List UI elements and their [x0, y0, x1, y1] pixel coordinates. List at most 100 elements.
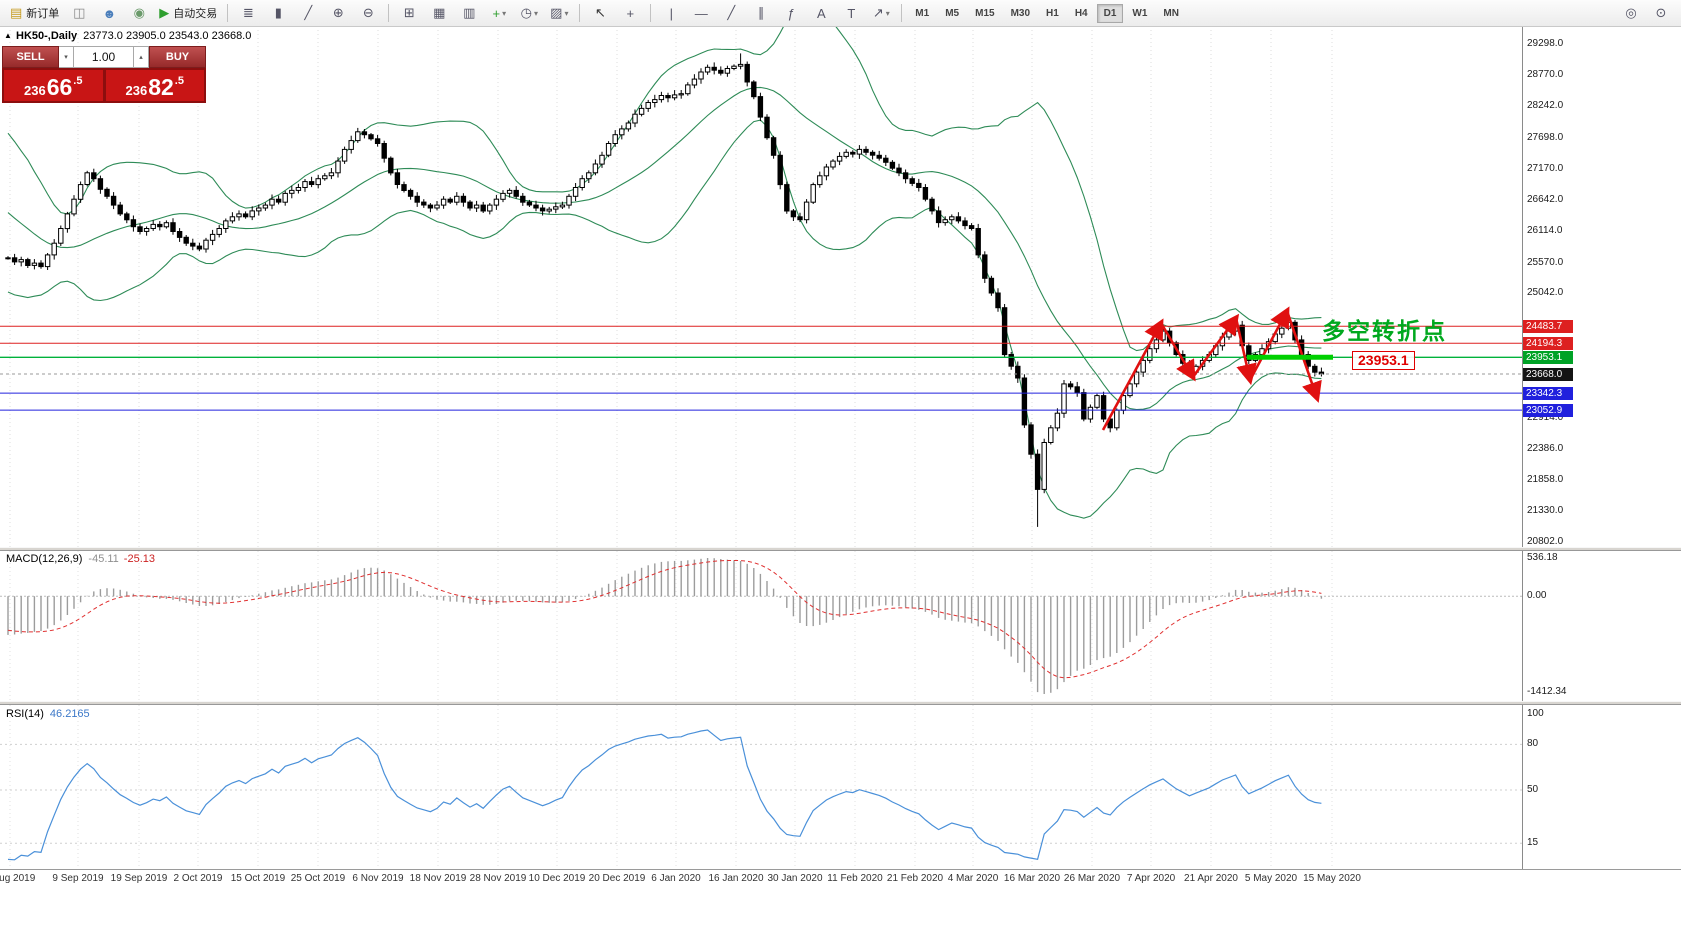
charts-button[interactable]: ◫: [65, 2, 93, 25]
add-indicator-icon: +: [492, 5, 501, 21]
panel-splitter[interactable]: [0, 701, 1681, 705]
channel-icon: ∥: [758, 5, 765, 20]
text-icon: A: [816, 5, 826, 21]
price-axis-label: 20802.0: [1527, 536, 1564, 547]
toolbar-separator: [388, 4, 390, 22]
community-button[interactable]: ◎: [1617, 2, 1645, 25]
profile-icon: ☻: [102, 5, 117, 21]
timeframe-h4-button[interactable]: H4: [1074, 7, 1088, 19]
price-axis-line: [1522, 27, 1523, 870]
period-icon: ◷: [520, 5, 532, 20]
arrows-icon: ↗: [872, 5, 884, 20]
new-order-button[interactable]: ▤ 新订单: [6, 2, 63, 25]
trendline-button[interactable]: ╱: [717, 2, 745, 25]
date-label: 11 Feb 2020: [827, 873, 883, 884]
zoom-out-button[interactable]: ⊖: [354, 2, 382, 25]
price-axis-label: 28770.0: [1527, 69, 1564, 80]
toolbar-separator: [227, 4, 229, 22]
price-tag: 24194.3: [1523, 337, 1573, 350]
date-label: 20 Dec 2019: [588, 873, 646, 884]
macd-canvas[interactable]: [0, 551, 1522, 701]
timeframe-m15-button[interactable]: M15: [975, 7, 995, 19]
price-tag: 23668.0: [1523, 368, 1573, 381]
rsi-axis-label: 15: [1527, 837, 1539, 848]
cascade-windows-icon: ▦: [433, 5, 446, 20]
price-axis-label: 22914.0: [1527, 412, 1564, 423]
price-tag: 24483.7: [1523, 320, 1573, 333]
date-label: 8 Aug 2019: [0, 873, 36, 884]
period-button[interactable]: ◷ ▾: [515, 2, 543, 25]
turning-point-annotation[interactable]: 多空转折点: [1322, 318, 1447, 344]
price-tag: 23342.3: [1523, 387, 1573, 400]
timeframe-w1-button[interactable]: W1: [1132, 7, 1148, 19]
new-order-button-label: 新订单: [26, 8, 60, 20]
price-axis-label: 28242.0: [1527, 100, 1564, 111]
label-button[interactable]: T: [837, 2, 865, 25]
price-axis-label: 22386.0: [1527, 443, 1564, 454]
profile-button[interactable]: ☻: [95, 2, 123, 25]
candlestick-type-button[interactable]: ▮: [264, 2, 292, 25]
community-icon: ◎: [1625, 5, 1637, 20]
buy-button[interactable]: BUY: [149, 46, 206, 68]
crosshair-button[interactable]: +: [616, 2, 644, 25]
cascade-windows-button[interactable]: ▦: [425, 2, 453, 25]
rsi-axis-label: 50: [1527, 784, 1539, 795]
cursor-button[interactable]: ↖: [586, 2, 614, 25]
buy-price-display[interactable]: 236 82.5: [105, 70, 204, 101]
rsi-axis-label: 100: [1527, 708, 1544, 719]
template-button[interactable]: ▨ ▾: [545, 2, 573, 25]
toolbar-separator: [901, 4, 903, 22]
horizontal-line-button[interactable]: —: [687, 2, 715, 25]
zigzag-arrow-annotation[interactable]: [1101, 306, 1322, 431]
charts-icon: ◫: [73, 5, 86, 20]
trade-panel-collapse-icon[interactable]: ▲: [4, 31, 12, 40]
auto-trading-icon: ▶: [159, 5, 170, 20]
channel-button[interactable]: ∥: [747, 2, 775, 25]
volume-increase-button[interactable]: ▴: [134, 46, 149, 68]
arrows-button[interactable]: ↗ ▾: [867, 2, 895, 25]
vertical-line-icon: |: [669, 5, 673, 21]
timeframe-d1-button[interactable]: D1: [1096, 3, 1124, 23]
vertical-line-button[interactable]: |: [657, 2, 685, 25]
sell-price-display[interactable]: 236 66.5: [4, 70, 103, 101]
timeframe-m30-button[interactable]: M30: [1010, 7, 1031, 19]
bar-chart-type-button[interactable]: ≣: [234, 2, 262, 25]
refresh-button[interactable]: ◉: [125, 2, 153, 25]
horizontal-line-icon: —: [694, 5, 708, 21]
volume-input[interactable]: 1.00: [74, 46, 134, 68]
add-indicator-button[interactable]: + ▾: [485, 2, 513, 25]
rsi-canvas[interactable]: [0, 705, 1522, 869]
date-label: 6 Jan 2020: [651, 873, 701, 884]
auto-trading-button[interactable]: ▶ 自动交易: [155, 2, 221, 25]
chart-ohlc-readout: 23773.0 23905.0 23543.0 23668.0: [83, 30, 252, 42]
zoom-in-button[interactable]: ⊕: [324, 2, 352, 25]
timeframe-m5-button[interactable]: M5: [945, 7, 960, 19]
search-button[interactable]: ⊙: [1647, 2, 1675, 25]
arrange-windows-button[interactable]: ▥: [455, 2, 483, 25]
macd-signal-line: [7, 560, 1322, 679]
macd-main-value: -45.11: [88, 553, 119, 565]
line-chart-type-button[interactable]: ╱: [294, 2, 322, 25]
macd-axis-label: -1412.34: [1527, 686, 1567, 697]
date-label: 19 Sep 2019: [110, 873, 168, 884]
sell-button[interactable]: SELL: [2, 46, 59, 68]
tile-windows-button[interactable]: ⊞: [395, 2, 423, 25]
timeframe-h1-button[interactable]: H1: [1046, 7, 1059, 19]
volume-decrease-button[interactable]: ▾: [59, 46, 74, 68]
price-chart-canvas[interactable]: [0, 27, 1522, 547]
tile-windows-icon: ⊞: [403, 5, 415, 20]
price-callout-label[interactable]: 23953.1: [1352, 351, 1415, 370]
price-axis-label: 26114.0: [1527, 225, 1563, 236]
bar-chart-type-icon: ≣: [242, 5, 254, 20]
date-label: 16 Mar 2020: [1003, 873, 1061, 884]
date-label: 26 Mar 2020: [1063, 873, 1121, 884]
fibonacci-button[interactable]: ƒ: [777, 2, 805, 25]
panel-splitter[interactable]: [0, 547, 1681, 551]
timeframe-m1-button[interactable]: M1: [915, 7, 930, 19]
sell-price-big: 66: [46, 74, 73, 101]
text-button[interactable]: A: [807, 2, 835, 25]
date-label: 6 Nov 2019: [352, 873, 404, 884]
candlestick-series: [5, 53, 1325, 527]
timeframe-mn-button[interactable]: MN: [1163, 7, 1179, 19]
date-label: 10 Dec 2019: [528, 873, 586, 884]
